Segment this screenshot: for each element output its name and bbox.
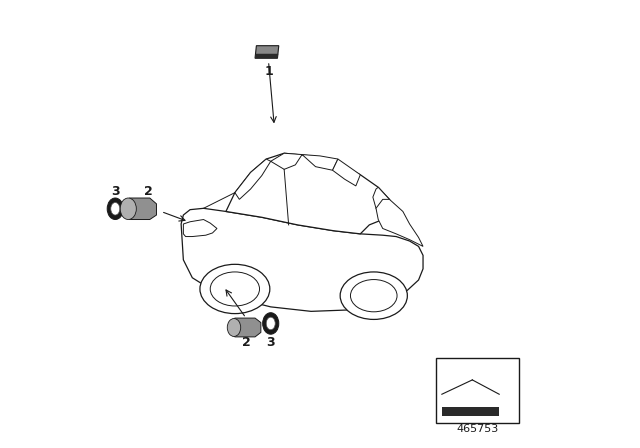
Polygon shape [333, 159, 360, 186]
Polygon shape [271, 153, 302, 169]
Ellipse shape [262, 313, 279, 334]
Text: 2: 2 [145, 185, 153, 198]
Ellipse shape [111, 202, 120, 215]
Polygon shape [231, 318, 261, 337]
Polygon shape [226, 153, 394, 234]
Polygon shape [376, 199, 423, 246]
Ellipse shape [351, 280, 397, 312]
Text: 1: 1 [264, 65, 273, 78]
Polygon shape [442, 407, 499, 416]
Ellipse shape [107, 198, 124, 220]
Text: 465753: 465753 [456, 424, 499, 434]
Polygon shape [183, 220, 217, 237]
Ellipse shape [120, 198, 136, 220]
Ellipse shape [266, 317, 275, 330]
Polygon shape [255, 46, 279, 58]
Polygon shape [373, 187, 394, 220]
Polygon shape [181, 208, 423, 311]
Ellipse shape [200, 264, 270, 314]
Ellipse shape [227, 319, 241, 336]
Text: 2: 2 [242, 336, 250, 349]
Text: 3: 3 [266, 336, 275, 349]
Ellipse shape [210, 272, 260, 306]
Polygon shape [235, 159, 271, 199]
Polygon shape [255, 54, 278, 58]
Polygon shape [125, 198, 156, 220]
Text: 3: 3 [111, 185, 120, 198]
Polygon shape [302, 155, 338, 170]
Ellipse shape [340, 272, 408, 319]
